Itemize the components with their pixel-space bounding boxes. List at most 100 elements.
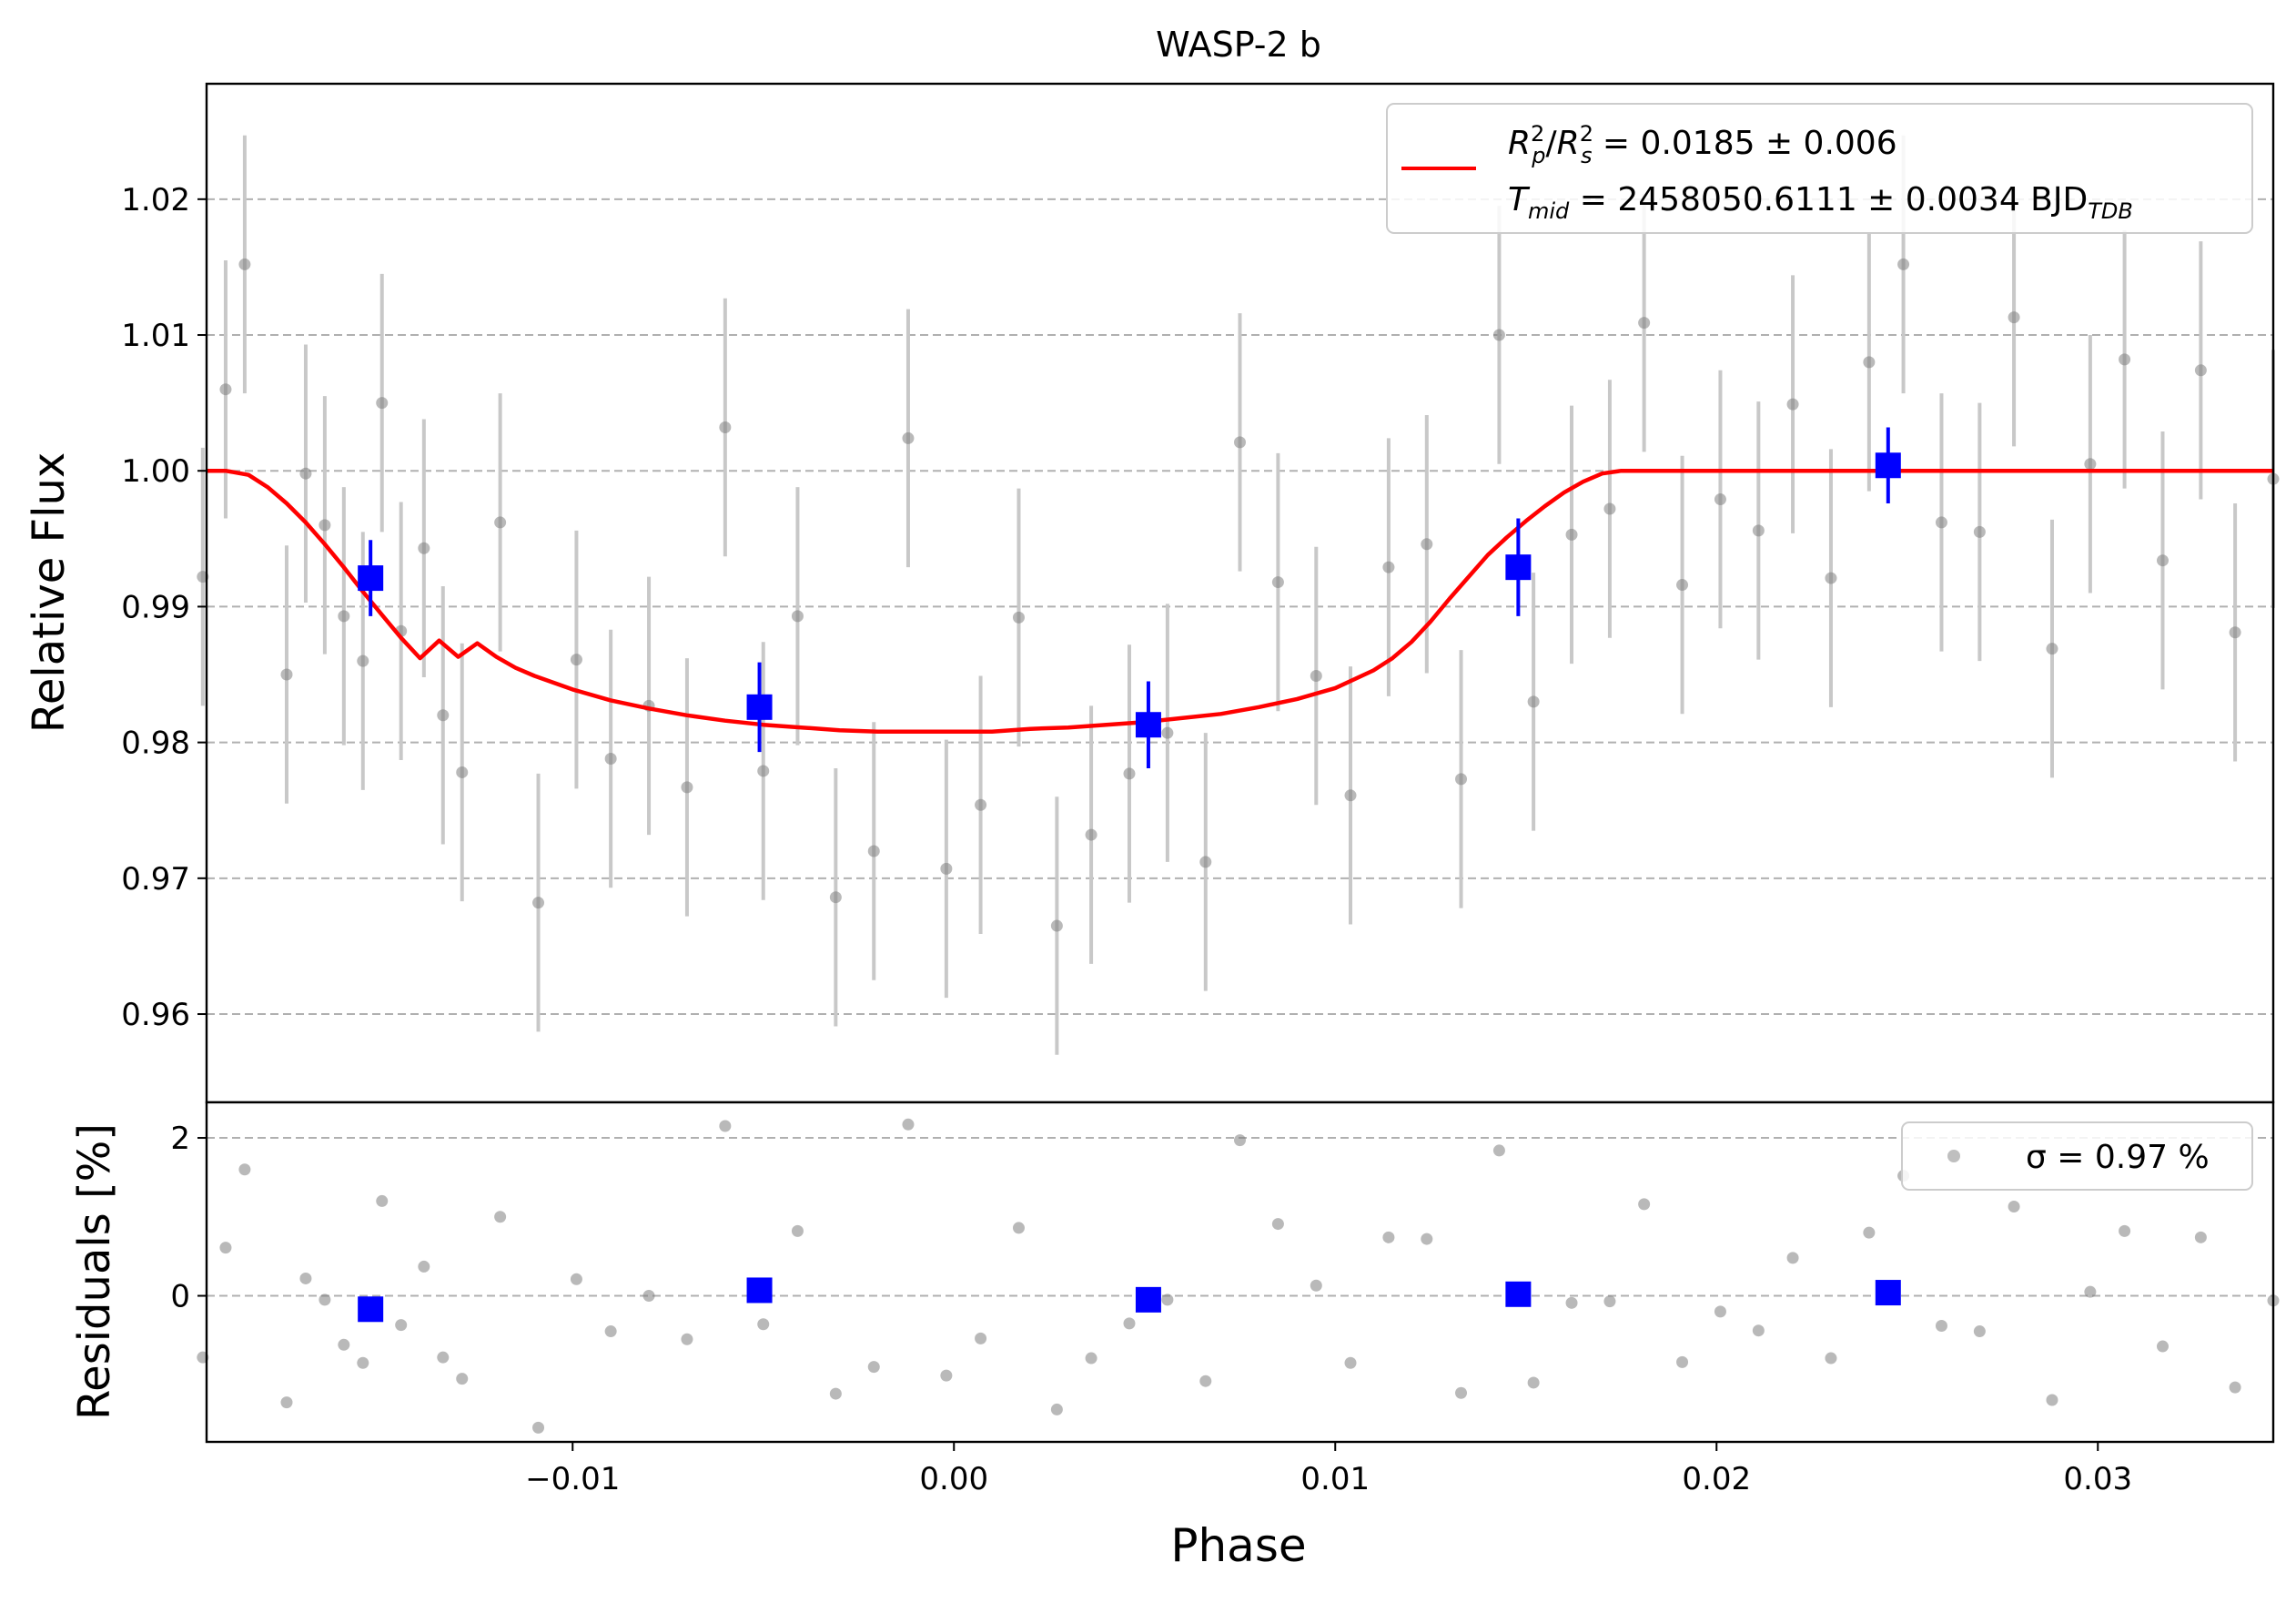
residual-point <box>2119 1224 2131 1237</box>
residual-point <box>719 1120 732 1132</box>
residual-point <box>2229 1381 2241 1394</box>
residual-point <box>376 1194 389 1207</box>
residual-point <box>1161 1294 1174 1306</box>
residual-point <box>867 1361 880 1374</box>
legend-tmid-value: = 2458050.6111 ± 0.0034 BJD <box>1569 181 2088 218</box>
flux-panel: 0.96 0.97 0.98 0.99 1.00 1.01 1.02 Relative Fl… <box>24 82 2280 1104</box>
residuals-legend-label: σ = 0.97 % <box>2026 1139 2210 1176</box>
residual-point <box>1973 1325 1986 1338</box>
flux-data-point <box>494 516 507 529</box>
residuals-y-ticks: 02 <box>170 1121 207 1315</box>
flux-legend-line-2: Tmid = 2458050.6111 ± 0.0034 BJDTDB <box>1508 181 2133 224</box>
residual-point <box>456 1373 469 1385</box>
flux-y-tick-label: 0.99 <box>121 589 190 625</box>
flux-data-point <box>867 845 880 857</box>
flux-y-tick-label: 0.97 <box>121 861 190 898</box>
residual-point <box>319 1294 331 1306</box>
flux-y-tick-label: 0.98 <box>121 725 190 762</box>
flux-data-point <box>376 397 389 410</box>
residual-point <box>604 1325 617 1338</box>
legend-depth-value: = 0.0185 ± 0.006 <box>1592 125 1896 162</box>
residuals-legend-marker <box>1947 1150 1960 1162</box>
residual-point <box>1603 1295 1616 1308</box>
flux-data-point <box>1085 828 1097 841</box>
residuals-y-tick-label: 2 <box>170 1121 190 1157</box>
residuals-data-points <box>197 1118 2280 1434</box>
residuals-x-ticks: −0.01 0.00 0.01 0.02 0.03 <box>525 1442 2132 1497</box>
binned-point <box>746 694 773 720</box>
flux-data-point <box>1199 856 1212 868</box>
residual-point <box>1825 1352 1837 1365</box>
flux-data-point <box>1638 317 1651 330</box>
flux-data-point <box>1752 524 1765 537</box>
legend-rp-symbol: R <box>1508 125 1531 162</box>
flux-data-point <box>357 654 369 667</box>
residual-point <box>437 1351 450 1364</box>
residual-point <box>1714 1305 1726 1318</box>
binned-point <box>1875 452 1901 479</box>
flux-y-tick-label: 1.01 <box>121 318 190 354</box>
binned-point <box>1135 712 1161 738</box>
flux-y-tick-label: 1.02 <box>121 182 190 218</box>
flux-data-point <box>681 781 693 794</box>
legend-tmid-unit-subscript: TDB <box>2088 198 2133 224</box>
residual-point <box>1421 1233 1433 1245</box>
residual-point <box>2046 1394 2058 1406</box>
flux-data-point <box>1897 258 1910 270</box>
legend-rs-superscript: 2 <box>1580 121 1593 147</box>
flux-data-point <box>2156 554 2169 567</box>
residual-point <box>1676 1355 1689 1368</box>
flux-data-point <box>280 668 293 681</box>
flux-data-point <box>757 765 770 777</box>
residual-point <box>2008 1201 2020 1213</box>
residual-point <box>975 1332 987 1344</box>
flux-legend: R2 p/R2 s = 0.0185 ± 0.006 Tmid = 2458050.… <box>1386 103 2253 234</box>
flux-y-ticks: 0.96 0.97 0.98 0.99 1.00 1.01 1.02 <box>121 182 207 1033</box>
flux-data-point <box>1676 579 1689 592</box>
residual-point <box>1752 1324 1765 1337</box>
flux-binned-points <box>358 427 1901 768</box>
legend-rp-subscript: p <box>1531 143 1545 168</box>
residual-point <box>1123 1317 1136 1330</box>
flux-data-point <box>2119 353 2131 366</box>
binned-point <box>1505 554 1532 581</box>
flux-data-point <box>975 798 987 811</box>
residual-point <box>219 1242 232 1254</box>
residual-point <box>757 1318 770 1331</box>
residual-point <box>238 1163 251 1176</box>
residual-point <box>1382 1231 1395 1243</box>
residual-point <box>338 1338 350 1351</box>
flux-data-point <box>1527 695 1540 708</box>
residual-point <box>1085 1352 1097 1365</box>
x-tick-label: 0.00 <box>919 1461 988 1497</box>
flux-data-point <box>1565 528 1578 541</box>
residual-binned-point <box>1505 1281 1532 1307</box>
flux-data-point <box>1492 329 1505 341</box>
residual-point <box>1565 1296 1578 1309</box>
flux-data-point <box>1863 356 1876 369</box>
residuals-y-tick-label: 0 <box>170 1279 190 1315</box>
flux-data-point <box>1825 572 1837 584</box>
flux-data-point <box>532 897 545 909</box>
residual-point <box>494 1211 507 1223</box>
flux-data-point <box>1455 773 1468 786</box>
flux-data-point <box>1310 670 1322 683</box>
flux-data-point <box>570 654 582 666</box>
residual-point <box>1344 1356 1357 1369</box>
residual-point <box>940 1369 953 1382</box>
flux-data-point <box>1603 502 1616 515</box>
legend-t-symbol: T <box>1508 181 1531 218</box>
flux-data-point <box>1123 767 1136 780</box>
residual-point <box>570 1273 582 1285</box>
flux-data-point <box>1234 436 1246 449</box>
flux-data-point <box>338 610 350 623</box>
flux-data-point <box>604 753 617 766</box>
residual-point <box>2156 1340 2169 1353</box>
residual-binned-point <box>1135 1286 1161 1313</box>
residual-point <box>1786 1252 1799 1264</box>
flux-data-point <box>902 431 915 444</box>
residual-point <box>829 1387 842 1400</box>
legend-rs-subscript: s <box>1581 143 1593 168</box>
residuals-axes-frame <box>205 1101 2275 1444</box>
